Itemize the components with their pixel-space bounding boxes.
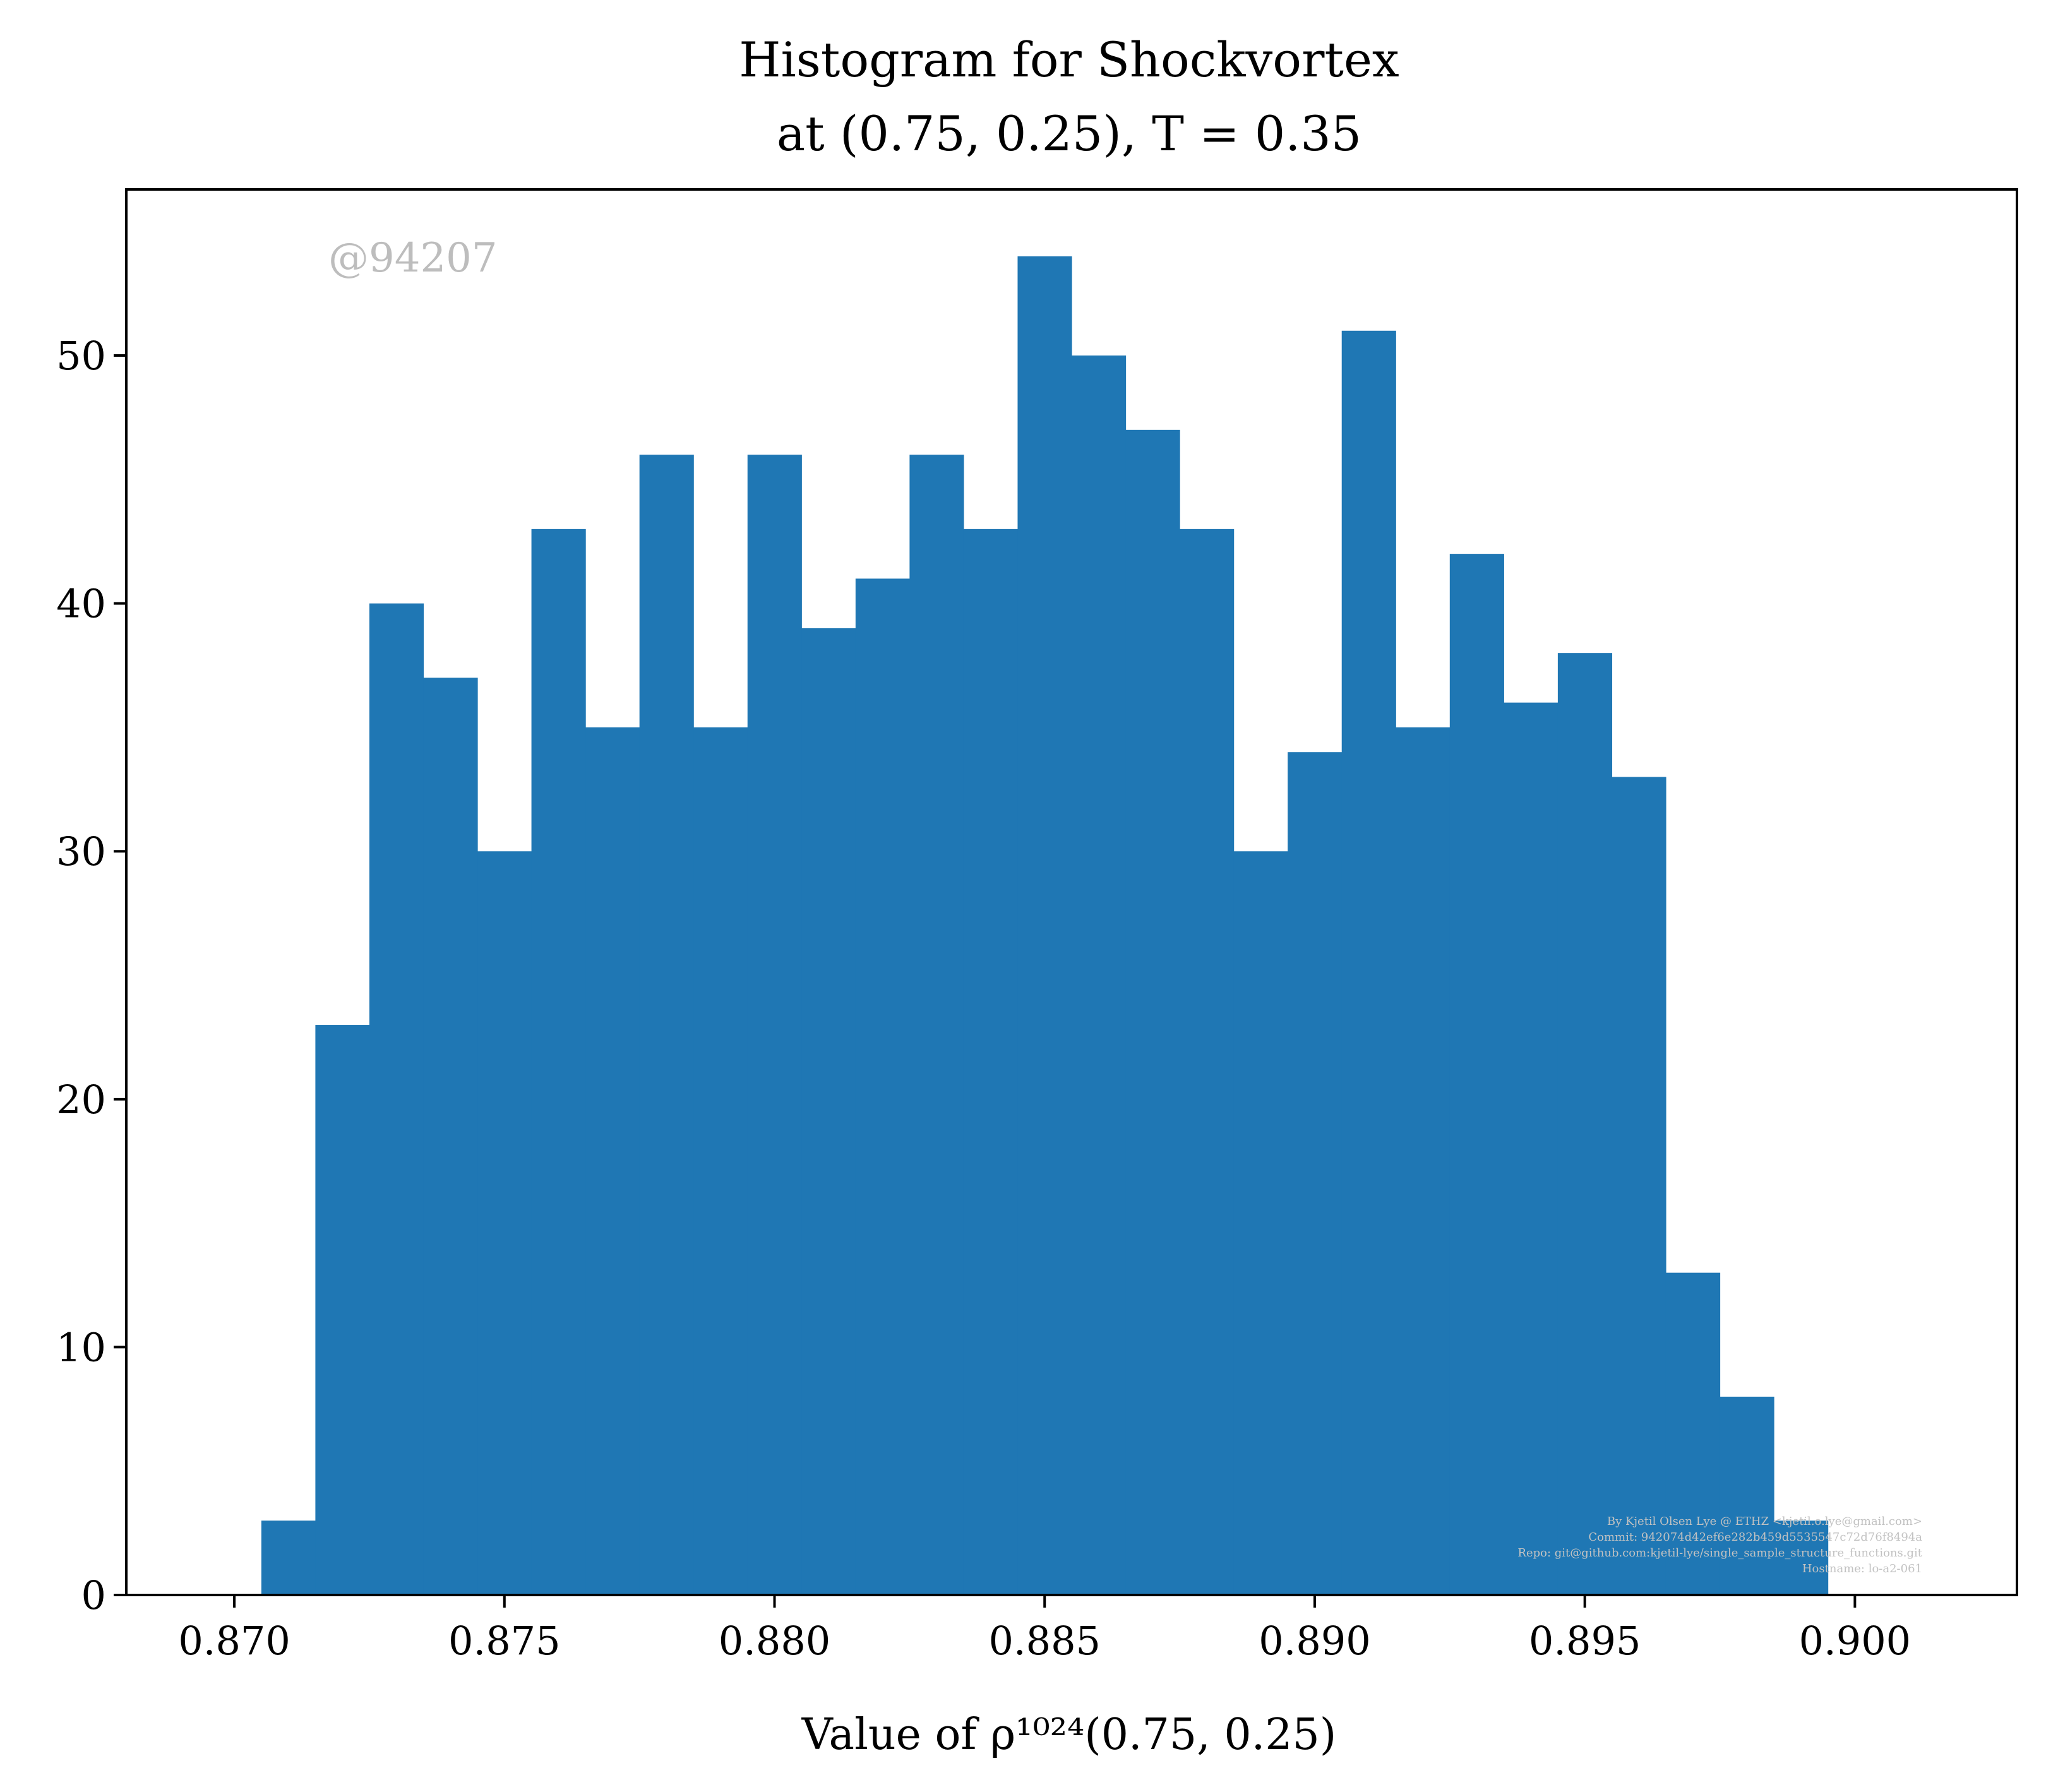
histogram-bar [1233, 851, 1288, 1595]
watermark-label: @94207 [328, 235, 498, 282]
plot-frame [125, 188, 2018, 1596]
histogram-bar [1449, 554, 1504, 1595]
y-tick-label: 10 [56, 1324, 106, 1370]
histogram-bars [261, 256, 1829, 1596]
footer-line-repo: Repo: git@github.com:kjetil-lye/single_s… [1517, 1546, 1922, 1560]
histogram-bar [963, 529, 1019, 1596]
x-tick-label: 0.875 [448, 1618, 561, 1664]
histogram-bar [747, 455, 802, 1595]
histogram-bar [261, 1520, 316, 1595]
histogram-bar [1125, 429, 1180, 1595]
histogram-bar [1720, 1396, 1774, 1595]
x-tick-label: 0.870 [178, 1618, 290, 1664]
histogram-bar [423, 678, 478, 1595]
histogram-bar [369, 603, 424, 1595]
histogram-bar [1288, 752, 1343, 1595]
histogram-bar [1017, 256, 1072, 1595]
y-tick-label: 0 [81, 1572, 106, 1618]
histogram-bar [855, 578, 910, 1595]
histogram-bar [1665, 1272, 1721, 1595]
histogram-bar [1504, 702, 1558, 1595]
histogram-bar [477, 851, 532, 1595]
chart-title-line2: at (0.75, 0.25), T = 0.35 [777, 105, 1361, 162]
x-tick-label: 0.885 [988, 1618, 1101, 1664]
histogram-bar [801, 628, 856, 1595]
axis-ticks: 0.870 0.875 0.880 0.885 0.890 0.895 0.900 0 10 20… [56, 333, 1911, 1664]
x-axis-label: Value of ρ¹⁰²⁴(0.75, 0.25) [801, 1710, 1337, 1760]
y-tick-label: 30 [56, 828, 106, 875]
histogram-bar [639, 455, 694, 1595]
histogram-bar [693, 727, 748, 1595]
histogram-bar [1612, 777, 1666, 1595]
footer-line-commit: Commit: 942074d42ef6e282b459d5535547c72d… [1588, 1531, 1922, 1544]
histogram-bar [1072, 355, 1127, 1595]
y-tick-label: 40 [56, 581, 106, 627]
histogram-bar [1180, 529, 1235, 1596]
footer-line-author: By Kjetil Olsen Lye @ ETHZ <kjetil.o.lye… [1607, 1515, 1922, 1528]
x-tick-label: 0.880 [719, 1618, 831, 1664]
histogram-bar [1341, 330, 1396, 1595]
histogram-bar [1396, 727, 1451, 1595]
x-tick-label: 0.890 [1259, 1618, 1371, 1664]
histogram-bar [1557, 653, 1613, 1595]
chart-title-line1: Histogram for Shockvortex [739, 32, 1399, 88]
footer-notes: By Kjetil Olsen Lye @ ETHZ <kjetil.o.lye… [1517, 1515, 1922, 1575]
x-tick-label: 0.895 [1529, 1618, 1641, 1664]
histogram-bar [909, 455, 964, 1595]
footer-line-hostname: Hostname: lo-a2-061 [1802, 1562, 1922, 1575]
x-tick-label: 0.900 [1799, 1618, 1911, 1664]
y-tick-label: 50 [56, 333, 106, 379]
histogram-bar [531, 529, 586, 1596]
histogram-bar [315, 1025, 370, 1595]
histogram-bar [1774, 1520, 1829, 1595]
y-tick-label: 20 [56, 1077, 106, 1123]
histogram-bar [585, 727, 640, 1595]
